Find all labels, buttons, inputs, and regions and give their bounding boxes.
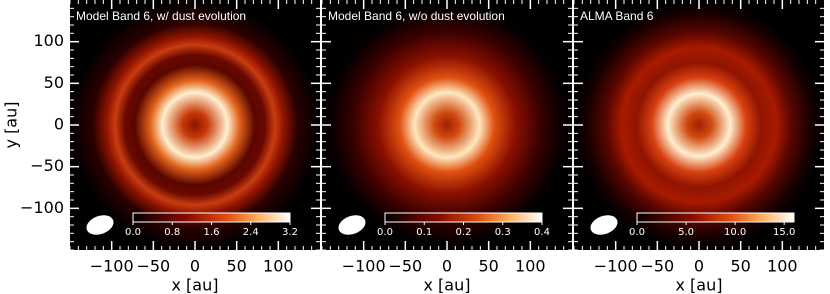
- panel: Model Band 6, w/ dust evolution−100 −50 0 5…: [2, 0, 320, 294]
- x-tick-label: 50: [226, 257, 246, 276]
- y-axis-label: y [au]: [2, 102, 21, 149]
- x-tick-label: −100: [90, 257, 134, 276]
- x-axis-label: x [au]: [676, 276, 723, 294]
- x-tick-label: 0: [694, 257, 704, 276]
- colorbar-tick-label: 0.8: [164, 227, 180, 238]
- x-axis-label: x [au]: [172, 276, 219, 294]
- x-tick-label: 50: [478, 257, 498, 276]
- y-tick-label: 0: [54, 115, 64, 134]
- colorbar-tick-label: 15.0: [773, 227, 795, 238]
- x-tick-label: −50: [388, 257, 422, 276]
- colorbar: [636, 212, 795, 223]
- x-tick-label: 0: [442, 257, 452, 276]
- x-tick-label: 100: [263, 257, 294, 276]
- colorbar: [384, 212, 543, 223]
- panel-title: ALMA Band 6: [580, 9, 654, 23]
- colorbar-tick-label: 0.0: [629, 227, 645, 238]
- x-tick-label: 100: [515, 257, 546, 276]
- colorbar-tick-label: 3.2: [282, 227, 298, 238]
- panel-title: Model Band 6, w/o dust evolution: [328, 9, 505, 23]
- y-tick-label: 100: [33, 31, 64, 50]
- x-tick-label: −50: [136, 257, 170, 276]
- beam: [338, 215, 366, 235]
- panel: ALMA Band 6 −100 −50 0 50 100 x [au] 0.0 5.0 10.0…: [573, 0, 824, 294]
- colorbar-tick-label: 5.0: [678, 227, 694, 238]
- x-tick-label: 50: [730, 257, 750, 276]
- x-tick-label: 0: [190, 257, 200, 276]
- colorbar-tick-label: 0.0: [125, 227, 141, 238]
- image: [322, 0, 572, 250]
- y-tick-label: −50: [30, 156, 64, 175]
- x-tick-label: 100: [767, 257, 798, 276]
- beam: [86, 215, 114, 235]
- panel: Model Band 6, w/o dust evolution −100 −50 0…: [321, 0, 572, 294]
- panel-title: Model Band 6, w/ dust evolution: [76, 9, 246, 23]
- colorbar-tick-label: 0.0: [377, 227, 393, 238]
- colorbar-tick-label: 1.6: [204, 227, 220, 238]
- x-tick-label: −100: [342, 257, 386, 276]
- colorbar-tick-label: 0.4: [534, 227, 550, 238]
- y-tick-label: 50: [44, 73, 64, 92]
- x-tick-label: −100: [594, 257, 638, 276]
- x-axis-label: x [au]: [424, 276, 471, 294]
- colorbar: [132, 212, 291, 223]
- colorbar-tick-label: 2.4: [243, 227, 259, 238]
- image: [70, 0, 320, 250]
- colorbar-tick-label: 0.1: [416, 227, 432, 238]
- colorbar-tick-label: 0.3: [495, 227, 511, 238]
- image: [574, 0, 824, 250]
- beam: [590, 215, 618, 235]
- colorbar-tick-label: 0.2: [456, 227, 472, 238]
- x-tick-label: −50: [640, 257, 674, 276]
- colorbar-tick-label: 10.0: [724, 227, 746, 238]
- y-tick-label: −100: [20, 198, 64, 217]
